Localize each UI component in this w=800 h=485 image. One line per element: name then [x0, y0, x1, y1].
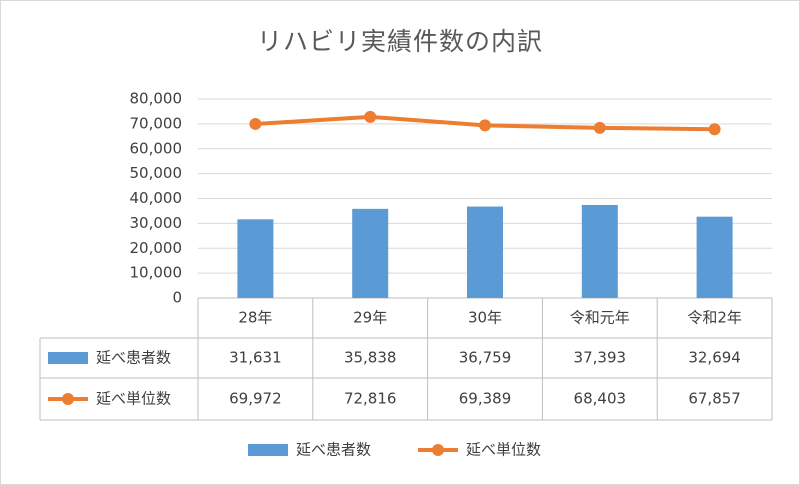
y-tick-label: 10,000 [130, 264, 183, 282]
table-row-label: 延べ患者数 [96, 349, 171, 367]
table-cell-value: 32,694 [688, 349, 741, 367]
row-key-bar [48, 352, 88, 364]
legend-label-line: 延べ単位数 [466, 441, 541, 459]
line-point-29年 [364, 110, 377, 123]
table-cell-value: 72,816 [344, 390, 397, 408]
table-cell-value: 69,972 [229, 390, 282, 408]
y-tick-label: 20,000 [130, 239, 183, 257]
y-tick-label: 70,000 [130, 114, 183, 132]
x-category-label: 令和元年 [570, 309, 630, 327]
table-cell-value: 67,857 [688, 390, 741, 408]
table-cell-value: 31,631 [229, 349, 282, 367]
y-tick-label: 40,000 [130, 189, 183, 207]
x-category-label: 29年 [353, 309, 387, 327]
chart-title: リハビリ実績件数の内訳 [256, 27, 543, 56]
y-tick-label: 0 [172, 289, 182, 307]
y-tick-label: 50,000 [130, 164, 183, 182]
x-category-label: 令和2年 [687, 309, 742, 327]
line-point-令和元年 [593, 121, 606, 134]
bar-30年 [467, 206, 503, 298]
y-tick-label: 30,000 [130, 214, 183, 232]
bar-令和2年 [696, 216, 733, 298]
row-key-marker [62, 393, 74, 405]
legend-label-bar: 延べ患者数 [296, 441, 371, 459]
y-tick-label: 60,000 [130, 139, 183, 157]
bar-令和元年 [581, 204, 618, 298]
legend-key-marker [432, 444, 444, 456]
table-cell-value: 35,838 [344, 349, 397, 367]
line-point-30年 [479, 119, 491, 132]
table-cell-value: 36,759 [459, 349, 512, 367]
table-cell-value: 69,389 [459, 390, 512, 408]
table-cell-value: 68,403 [574, 390, 627, 408]
table-row-label: 延べ単位数 [96, 390, 171, 408]
legend-key-bar [248, 444, 288, 456]
line-point-28年 [249, 117, 262, 130]
y-tick-label: 80,000 [130, 90, 183, 108]
table-cell-value: 37,393 [574, 349, 627, 367]
bar-28年 [237, 219, 274, 298]
bar-29年 [352, 208, 389, 298]
line-point-令和2年 [708, 123, 721, 136]
x-category-label: 30年 [468, 309, 502, 327]
x-category-label: 28年 [238, 309, 272, 327]
